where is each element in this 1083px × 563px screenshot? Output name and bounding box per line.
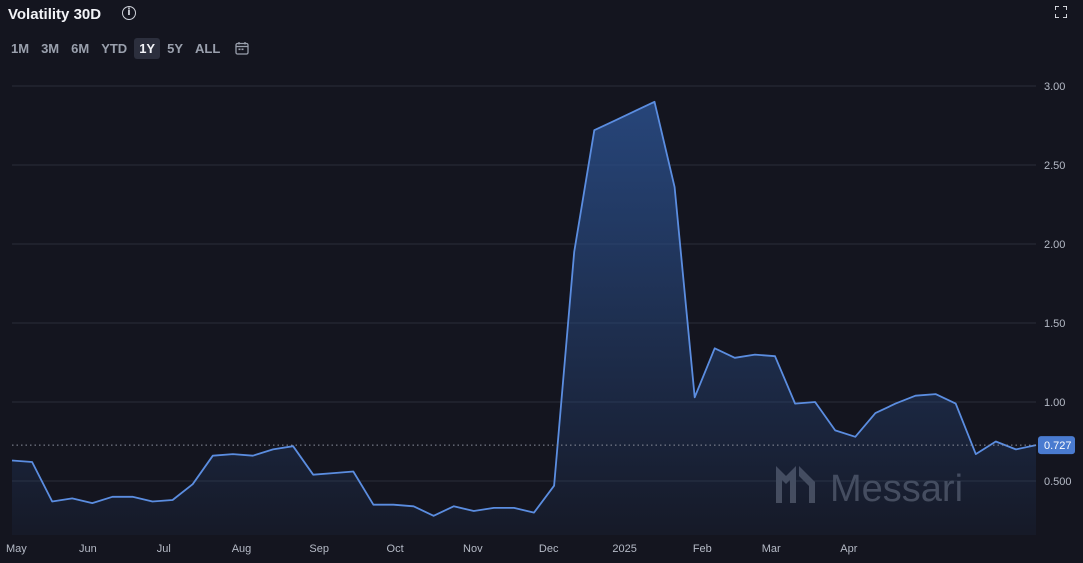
x-tick-label: 2025: [612, 543, 636, 555]
y-tick-label: 2.50: [1044, 160, 1065, 172]
range-3m-button[interactable]: 3M: [41, 41, 60, 56]
range-selector: 1M 3M 6M YTD 1Y 5Y ALL: [6, 38, 249, 59]
range-all-button[interactable]: ALL: [195, 41, 221, 56]
x-tick-label: Aug: [232, 543, 252, 555]
y-tick-label: 0.500: [1044, 476, 1072, 488]
x-tick-label: Dec: [539, 543, 559, 555]
y-tick-label: 1.50: [1044, 318, 1065, 330]
x-tick-label: Nov: [463, 543, 483, 555]
x-tick-label: Mar: [762, 543, 781, 555]
range-1m-button[interactable]: 1M: [11, 41, 30, 56]
series-line: [11, 100, 1037, 517]
x-tick-label: Oct: [387, 543, 404, 555]
range-5y-button[interactable]: 5Y: [167, 41, 183, 56]
y-tick-label: 1.00: [1044, 397, 1065, 409]
x-tick-label: Jul: [157, 543, 171, 555]
y-tick-label: 3.00: [1044, 81, 1065, 93]
x-tick-label: Feb: [693, 543, 712, 555]
x-tick-label: Sep: [309, 543, 329, 555]
x-tick-label: Jun: [79, 543, 97, 555]
chart-title: Volatility 30D: [8, 6, 102, 23]
range-6m-button[interactable]: 6M: [71, 41, 90, 56]
range-ytd-button[interactable]: YTD: [101, 41, 128, 56]
last-value-badge: [1038, 436, 1075, 455]
range-1y-button[interactable]: 1Y: [134, 38, 161, 59]
last-value-label: 0.727: [1044, 440, 1072, 452]
info-icon[interactable]: i: [122, 6, 136, 20]
x-tick-label: May: [6, 543, 27, 555]
y-tick-label: 2.00: [1044, 239, 1065, 251]
series-area: [12, 101, 1036, 536]
x-tick-label: Apr: [840, 543, 857, 555]
calendar-icon[interactable]: [235, 41, 249, 55]
